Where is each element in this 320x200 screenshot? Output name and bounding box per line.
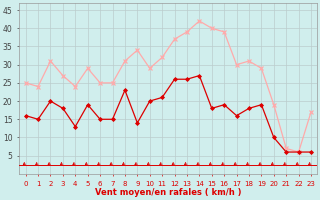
X-axis label: Vent moyen/en rafales ( km/h ): Vent moyen/en rafales ( km/h ) (95, 188, 242, 197)
